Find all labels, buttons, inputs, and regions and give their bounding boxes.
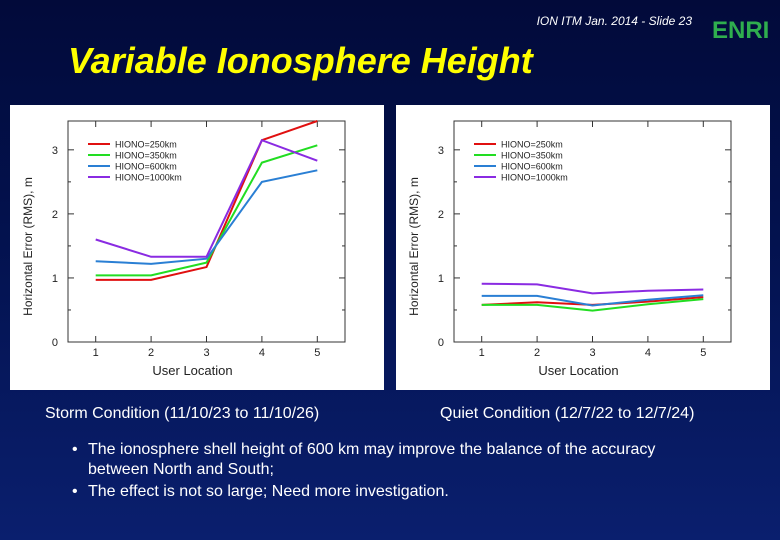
logo-text: ENRI [712,17,769,42]
legend-label: HIONO=250km [115,140,177,150]
y-tick-label: 3 [52,145,58,157]
x-tick-label: 1 [479,347,485,359]
storm-caption: Storm Condition (11/10/23 to 11/10/26) [45,405,320,422]
x-tick-label: 3 [589,347,595,359]
bullet-text: The ionosphere shell height of 600 km ma… [88,441,656,478]
legend-label: HIONO=600km [115,162,177,172]
x-tick-label: 4 [259,347,265,359]
bullet-list: • The ionosphere shell height of 600 km m… [70,440,710,504]
x-axis-label: User Location [152,363,232,378]
series-line [481,298,704,312]
quiet-chart-svg: 0 1 2 3 1 2 3 4 5 User Location Horizontal Error (… [407,120,732,378]
bullet-item: • The effect is not so large; Need more i… [70,482,710,502]
series-line [95,169,318,265]
x-tick-label: 2 [148,347,154,359]
y-tick-label: 0 [438,337,444,349]
series-line [95,138,318,258]
y-axis-label: Horizontal Error (RMS), m [407,177,421,316]
series-line [481,282,704,295]
storm-chart: 0 1 2 3 1 2 3 4 5 User Location Horizontal Error (… [10,105,384,390]
x-tick-label: 4 [645,347,651,359]
y-axis-label: Horizontal Error (RMS), m [21,177,35,316]
y-tick-label: 1 [52,273,58,285]
bullet-item: • The ionosphere shell height of 600 km m… [70,440,710,480]
legend-label: HIONO=1000km [501,173,568,183]
x-tick-label: 3 [203,347,209,359]
storm-chart-svg: 0 1 2 3 1 2 3 4 5 User Location Horizontal Error (… [21,120,346,378]
y-tick-label: 2 [438,209,444,221]
legend-label: HIONO=600km [501,162,563,172]
slide-label: ION ITM Jan. 2014 - Slide 23 [536,14,692,28]
y-tick-label: 2 [52,209,58,221]
legend-label: HIONO=1000km [115,173,182,183]
x-tick-label: 2 [534,347,540,359]
quiet-chart: 0 1 2 3 1 2 3 4 5 User Location Horizontal Error (… [396,105,770,390]
y-tick-label: 0 [52,337,58,349]
series-line [95,144,318,277]
x-tick-label: 5 [700,347,706,359]
x-tick-label: 5 [314,347,320,359]
series-line [481,294,704,307]
x-tick-label: 1 [93,347,99,359]
bullet-dot: • [72,441,78,458]
enri-logo: ENRI [712,17,769,42]
quiet-caption: Quiet Condition (12/7/22 to 12/7/24) [440,405,695,422]
x-axis-label: User Location [538,363,618,378]
y-tick-label: 3 [438,145,444,157]
page-title: Variable Ionosphere Height [68,40,533,81]
legend-label: HIONO=350km [501,151,563,161]
series-line [95,120,318,281]
bullet-dot: • [72,483,78,500]
legend-label: HIONO=350km [115,151,177,161]
bullet-text: The effect is not so large; Need more in… [88,483,449,500]
y-tick-label: 1 [438,273,444,285]
legend-label: HIONO=250km [501,140,563,150]
